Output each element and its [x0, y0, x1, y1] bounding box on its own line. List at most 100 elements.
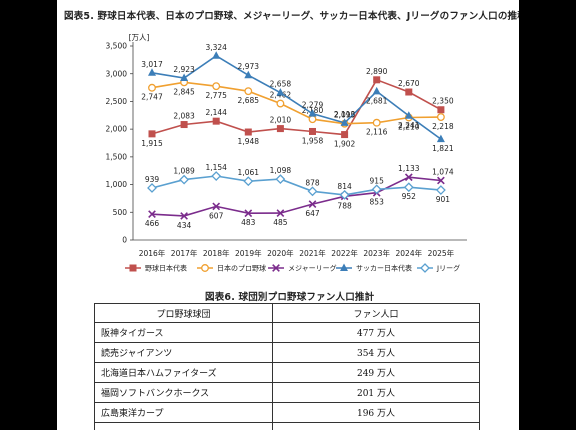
column-header-club: プロ野球球団	[94, 303, 273, 323]
table-row: 北海道日本ハムファイターズ 249 万人	[94, 362, 480, 383]
series-1-point	[244, 87, 253, 96]
legend-label: 日本のプロ野球	[217, 264, 266, 273]
fan-count-cell	[272, 422, 480, 430]
fan-count-cell: 354 万人	[272, 342, 480, 363]
document-page: 図表5. 野球日本代表、日本のプロ野球、メジャーリーグ、サッカー日本代表、Jリー…	[57, 0, 519, 430]
table-row: 福岡ソフトバンクホークス 201 万人	[94, 382, 480, 403]
y-tick-label: 2,500	[106, 97, 128, 106]
data-label: 952	[402, 192, 417, 201]
data-label: 2,010	[270, 116, 292, 125]
data-label: 434	[177, 221, 192, 230]
series-4-point	[371, 184, 382, 195]
x-tick-label: 2022年	[331, 248, 358, 258]
data-label: 647	[305, 209, 320, 218]
series-4-point	[307, 186, 318, 197]
data-label: 2,350	[432, 97, 454, 106]
table-row: 読売ジャイアンツ 354 万人	[94, 342, 480, 363]
data-label: 2,681	[366, 96, 388, 105]
data-label: 2,210	[398, 123, 420, 132]
series-4-point	[243, 176, 254, 187]
data-label: 788	[337, 201, 352, 210]
data-label: 466	[145, 219, 160, 228]
series-3-point	[148, 68, 156, 76]
club-name-cell: 阪神タイガース	[94, 322, 273, 343]
data-label: 2,670	[398, 79, 420, 88]
series-3-point	[436, 134, 445, 143]
data-label: 2,113	[334, 110, 356, 119]
data-label: 814	[337, 182, 352, 191]
legend-marker	[340, 263, 348, 271]
data-label: 607	[209, 211, 224, 220]
table-row: 阪神タイガース 477 万人	[94, 322, 480, 343]
x-tick-label: 2017年	[171, 248, 198, 258]
series-0-point	[373, 76, 381, 84]
series-3-point	[244, 70, 253, 79]
legend-label: 野球日本代表	[145, 264, 187, 273]
series-0-point	[341, 131, 349, 139]
series-2-point	[244, 209, 253, 218]
data-label: 2,890	[366, 67, 388, 76]
series-0-point	[180, 121, 188, 129]
series-4-point	[275, 174, 286, 185]
data-label: 878	[305, 178, 320, 187]
data-label: 2,116	[366, 128, 388, 137]
legend-marker	[420, 263, 430, 273]
club-name-cell: 広島東洋カープ	[94, 402, 273, 423]
series-2-point	[404, 173, 413, 182]
legend-label: Jリーグ	[436, 264, 460, 273]
series-1-point	[372, 118, 381, 127]
data-label: 2,099	[334, 111, 356, 120]
series-1-point	[148, 83, 156, 92]
series-2-point	[276, 209, 285, 217]
y-tick-label: 3,000	[106, 69, 128, 78]
data-label: 2,279	[302, 101, 324, 110]
series-1-point	[276, 99, 285, 108]
club-name-cell: 北海道日本ハムファイターズ	[94, 362, 273, 383]
legend-marker	[129, 264, 137, 272]
data-label: 3,017	[141, 60, 163, 69]
data-label: 1,154	[205, 163, 227, 172]
data-label: 3,324	[205, 43, 227, 52]
y-tick-label: 0	[122, 236, 127, 245]
data-label: 2,685	[238, 96, 260, 105]
series-4-point	[147, 183, 157, 193]
fan-count-cell: 196 万人	[272, 402, 480, 423]
series-4-point	[339, 189, 350, 200]
data-label: 1,821	[432, 144, 454, 153]
series-line-0	[151, 78, 442, 136]
data-label: 485	[273, 218, 288, 227]
legend-label: サッカー日本代表	[356, 264, 412, 273]
data-label: 2,218	[432, 122, 454, 131]
data-label: 483	[241, 218, 256, 227]
legend-marker	[272, 264, 280, 272]
data-label: 2,923	[173, 65, 195, 74]
series-line-2	[151, 176, 441, 217]
data-label: 1,948	[238, 137, 260, 146]
data-label: 2,241	[398, 121, 420, 130]
series-4-point	[403, 182, 414, 193]
y-tick-label: 1,000	[106, 180, 128, 189]
data-label: 1,902	[334, 140, 356, 149]
series-3-point	[180, 73, 189, 81]
figure5-title: 図表5. 野球日本代表、日本のプロ野球、メジャーリーグ、サッカー日本代表、Jリー…	[64, 11, 519, 22]
series-1-point	[436, 113, 445, 122]
club-fan-table: プロ野球球団 ファン人口 阪神タイガース 477 万人 読売ジャイアンツ 354…	[94, 303, 480, 430]
data-label: 2,658	[270, 80, 292, 89]
figure6-title: 図表6. 球団別プロ野球ファン人口推計	[205, 292, 375, 303]
column-header-fans: ファン人口	[272, 303, 480, 323]
x-tick-label: 2020年	[267, 248, 294, 258]
data-label: 1,061	[238, 168, 260, 177]
data-label: 2,845	[173, 87, 195, 96]
series-0-point	[309, 127, 316, 135]
x-tick-label: 2024年	[396, 248, 423, 258]
series-line-1	[151, 81, 441, 125]
data-label: 939	[145, 175, 160, 184]
fan-count-cell: 201 万人	[272, 382, 480, 403]
fan-population-line-chart: [万人] 0 500 1,000 1,500 2,000 2,500 3,000 3,500 20…	[106, 33, 467, 273]
data-label: 2,775	[205, 91, 227, 100]
series-0-point	[244, 128, 252, 136]
series-line-3	[151, 54, 442, 140]
x-tick-label: 2016年	[139, 248, 166, 258]
table-header-row: プロ野球球団 ファン人口	[94, 303, 480, 323]
x-tick-label: 2019年	[235, 248, 262, 258]
